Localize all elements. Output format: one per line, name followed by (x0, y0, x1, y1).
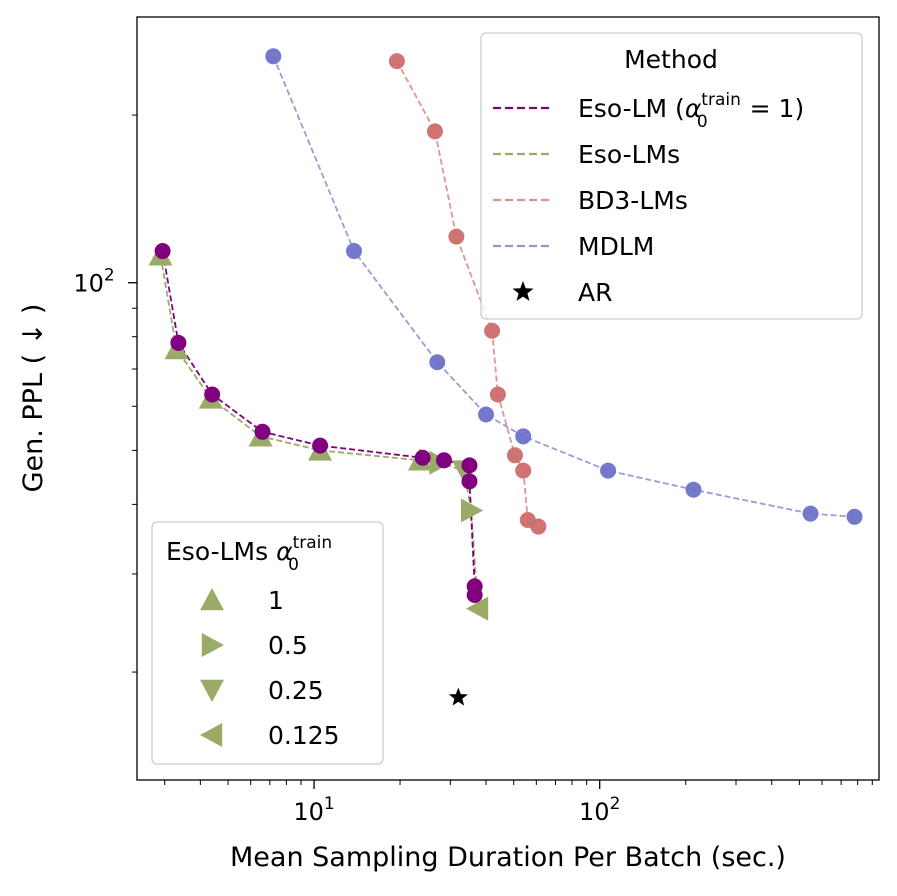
legend-alpha: Eso-LMs αtrain 010.50.250.125 (151, 521, 384, 765)
legend-method-title: Method (624, 45, 718, 74)
legend-alpha-symbol: α (685, 94, 702, 123)
legend-triangle-left-icon (200, 723, 223, 747)
y-axis-ticks: 102 (73, 114, 137, 673)
legend-method-label: AR (578, 278, 612, 307)
esolm-alpha1-point (170, 334, 187, 351)
mdlm-point (515, 428, 532, 445)
x-tick-label: 101 (293, 794, 334, 826)
legend-alpha-sub: 0 (697, 112, 708, 132)
esolm-alpha1-point (414, 449, 431, 466)
mdlm-point (478, 406, 495, 423)
legend-method-box (480, 32, 863, 320)
esolm-alpha1-point (312, 437, 329, 454)
esolm-alpha1-point (204, 386, 221, 403)
mdlm-point (846, 508, 863, 525)
series-markers (148, 48, 863, 706)
legend-method-text: Eso-LM ( (578, 94, 685, 123)
y-axis-label: Gen. PPL ( ↓ ) (18, 304, 49, 493)
bd3lms-point (388, 53, 405, 70)
legend-alpha-title-sub: 0 (288, 555, 299, 575)
x-tick-exp: 2 (610, 794, 621, 814)
y-tick-exp: 2 (104, 266, 115, 286)
esolm-alpha1-point (435, 452, 452, 469)
bd3lms-point (484, 322, 501, 339)
legend-method-label: MDLM (578, 232, 654, 261)
legend-method-text: = 1) (742, 94, 805, 123)
legend-triangle-up-icon (200, 588, 224, 611)
x-tick-exp: 1 (324, 794, 335, 814)
esolm-alpha1-point (254, 423, 271, 440)
legend-alpha-box (151, 521, 384, 765)
legend-method-label: BD3-LMs (578, 186, 688, 215)
legend-star-icon (512, 281, 534, 301)
bd3lms-point (489, 386, 506, 403)
x-axis-label: Mean Sampling Duration Per Batch (sec.) (230, 842, 786, 873)
legend-method: Method Eso-LM (αtrain 0 = 1) Eso-LMs BD3-LMs… (480, 32, 863, 320)
legend-alpha-label: 0.5 (268, 631, 308, 660)
legend-alpha-title-text: Eso-LMs (166, 537, 276, 566)
legend-triangle-down-icon (200, 679, 224, 702)
bd3lms-point (506, 447, 523, 464)
mdlm-point (685, 481, 702, 498)
x-tick-label: 102 (579, 794, 620, 826)
bd3lms-point (448, 228, 465, 245)
legend-method-text: AR (578, 278, 612, 307)
esolms-point (466, 596, 489, 621)
esolm-alpha1-point (154, 243, 171, 260)
bd3lms-point (515, 462, 532, 479)
legend-alpha-label: 0.25 (268, 676, 324, 705)
legend-method-text: Eso-LMs (578, 140, 680, 169)
y-tick-base: 10 (73, 270, 104, 298)
mdlm-point (802, 505, 819, 522)
legend-alpha-title-sup: train (293, 533, 333, 553)
legend-alpha-label: 0.125 (268, 721, 340, 750)
mdlm-point (429, 354, 446, 371)
x-tick-base: 10 (293, 798, 324, 826)
esolm-alpha1-point (461, 473, 478, 490)
legend-alpha-sup: train (701, 90, 741, 110)
legend-triangle-right-icon (201, 633, 224, 657)
esolm-alpha1-point (466, 587, 483, 604)
legend-alpha-label: 1 (268, 586, 284, 615)
bd3lms-point (530, 518, 547, 535)
y-tick-label: 102 (73, 266, 114, 298)
mdlm-point (265, 48, 282, 65)
esolms-line (159, 255, 479, 609)
legend-method-label: Eso-LMs (578, 140, 680, 169)
x-axis-ticks: 101 102 (164, 780, 873, 826)
legend-method-label: Eso-LM (αtrain 0 = 1) (578, 90, 804, 132)
plot-frame (136, 16, 880, 781)
mdlm-point (346, 243, 363, 260)
ar-point (448, 687, 468, 706)
x-tick-base: 10 (579, 798, 610, 826)
legend-alpha-title-symbol: α (276, 537, 293, 566)
esolm-alpha1-point (461, 457, 478, 474)
legend-method-text: BD3-LMs (578, 186, 688, 215)
legend-method-text: MDLM (578, 232, 654, 261)
esolms-point (461, 498, 484, 523)
bd3lms-point (426, 123, 443, 140)
legend-alpha-title: Eso-LMs αtrain 0 (166, 533, 332, 575)
mdlm-point (600, 462, 617, 479)
